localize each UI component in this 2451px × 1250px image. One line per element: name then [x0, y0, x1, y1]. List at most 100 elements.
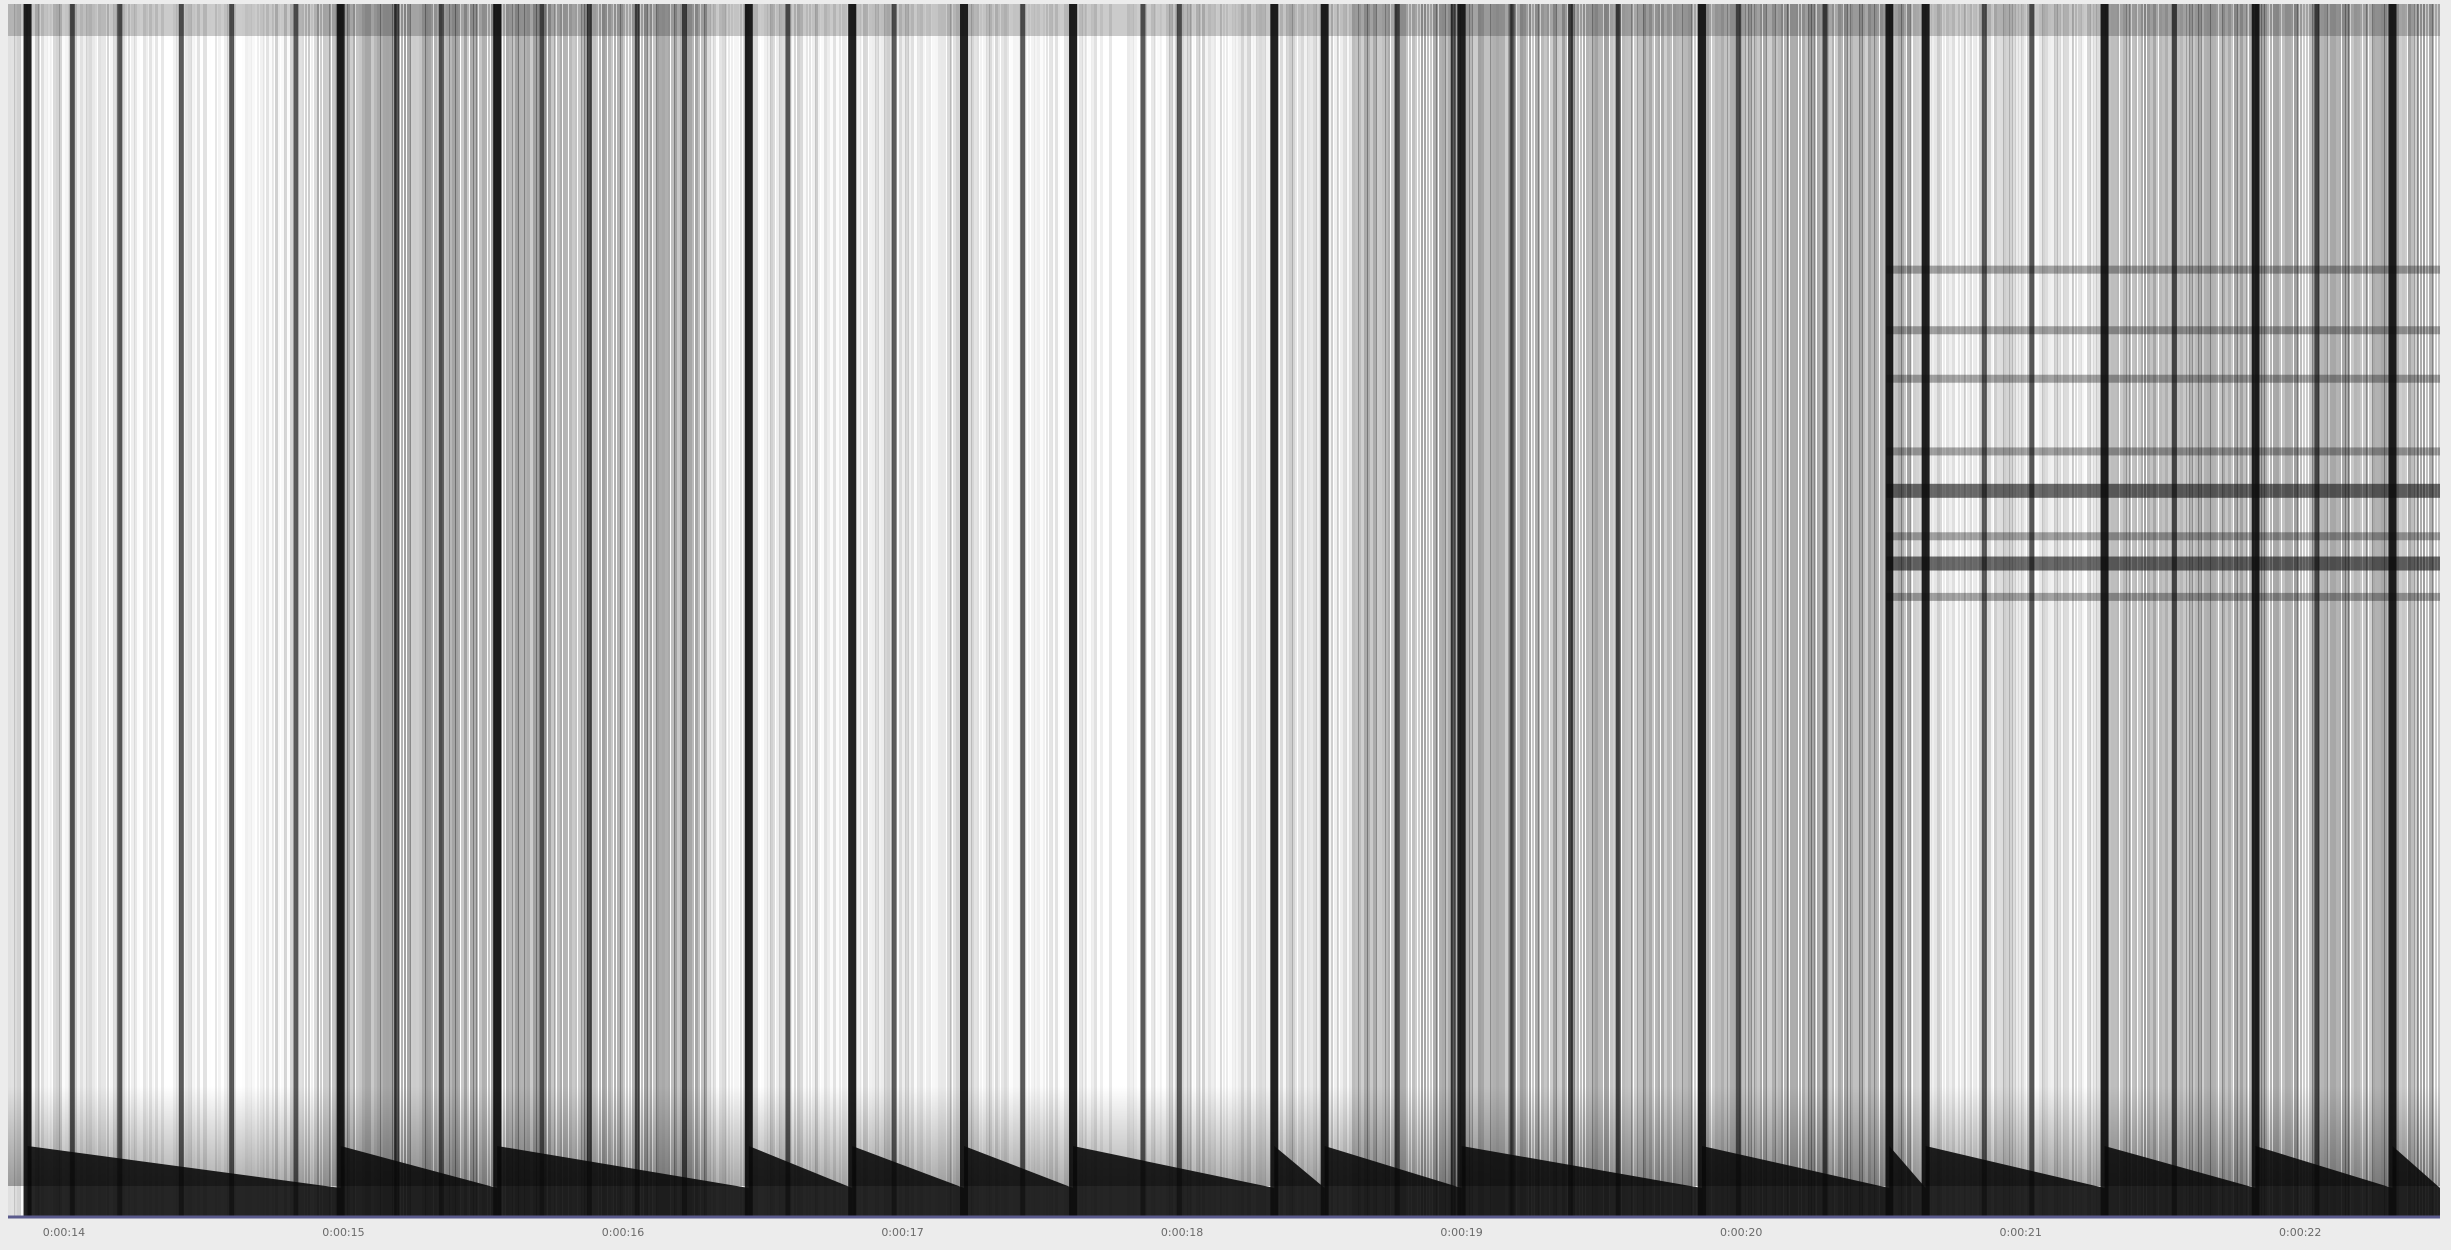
noise-streak — [1520, 4, 1523, 1216]
noise-streak — [1655, 4, 1658, 1216]
noise-streak — [662, 4, 665, 1216]
noise-streak — [473, 4, 477, 1216]
noise-streak — [173, 4, 177, 1216]
noise-streak — [2375, 4, 2378, 1216]
noise-streak — [680, 4, 683, 1216]
noise-streak — [767, 4, 771, 1216]
onset-line — [1822, 4, 1828, 1216]
noise-streak — [461, 4, 464, 1216]
noise-streak — [1466, 4, 1470, 1216]
noise-streak — [944, 4, 946, 1216]
noise-streak — [1265, 4, 1268, 1216]
noise-streak — [1505, 4, 1509, 1216]
noise-streak — [1436, 4, 1438, 1216]
noise-streak — [35, 4, 39, 1216]
noise-streak — [143, 4, 146, 1216]
noise-streak — [1241, 4, 1244, 1216]
noise-streak — [824, 4, 827, 1216]
noise-streak — [350, 4, 353, 1216]
noise-streak — [1601, 4, 1603, 1216]
noise-streak — [1130, 4, 1134, 1216]
noise-streak — [827, 4, 830, 1216]
noise-streak — [1928, 4, 1932, 1216]
noise-streak — [1319, 4, 1322, 1216]
noise-streak — [2429, 4, 2433, 1216]
noise-streak — [224, 4, 228, 1216]
noise-streak — [53, 4, 56, 1216]
noise-streak — [1562, 4, 1565, 1216]
noise-streak — [1988, 4, 1991, 1216]
noise-streak — [983, 4, 987, 1216]
noise-streak — [1541, 4, 1544, 1216]
noise-streak — [1352, 4, 1355, 1216]
noise-streak — [1247, 4, 1251, 1216]
noise-streak — [2045, 4, 2048, 1216]
frequency-band — [1886, 532, 2440, 541]
noise-streak — [1646, 4, 1649, 1216]
horizontal-bands — [1886, 265, 2440, 601]
noise-streak — [2300, 4, 2302, 1216]
noise-streak — [1298, 4, 1301, 1216]
noise-streak — [1364, 4, 1368, 1216]
noise-streak — [1427, 4, 1429, 1216]
noise-streak — [1613, 4, 1616, 1216]
noise-streak — [2336, 4, 2339, 1216]
noise-streak — [1244, 4, 1247, 1216]
onset-line — [394, 4, 400, 1216]
noise-streak — [758, 4, 760, 1216]
noise-streak — [1874, 4, 1877, 1216]
noise-streak — [1220, 4, 1222, 1216]
noise-streak — [2042, 4, 2045, 1216]
noise-streak — [1478, 4, 1481, 1216]
noise-streak — [929, 4, 931, 1216]
x-tick-label: 0:00:21 — [1999, 1226, 2042, 1239]
noise-streak — [2153, 4, 2156, 1216]
noise-streak — [1328, 4, 1331, 1216]
noise-streak — [521, 4, 525, 1216]
noise-streak — [1832, 4, 1834, 1216]
noise-streak — [770, 4, 773, 1216]
noise-streak — [1892, 4, 1895, 1216]
noise-streak — [1547, 4, 1549, 1216]
noise-streak — [1301, 4, 1304, 1216]
x-tick-label: 0:00:22 — [2279, 1226, 2322, 1239]
noise-streak — [2285, 4, 2288, 1216]
noise-streak — [131, 4, 135, 1216]
noise-streak — [2168, 4, 2171, 1216]
noise-streak — [518, 4, 521, 1216]
noise-streak — [215, 4, 217, 1216]
noise-streak — [1331, 4, 1333, 1216]
noise-streak — [41, 4, 44, 1216]
noise-streak — [2402, 4, 2405, 1216]
noise-streak — [1223, 4, 1225, 1216]
noise-streak — [1109, 4, 1112, 1216]
noise-streak — [1205, 4, 1208, 1216]
noise-streak — [752, 4, 755, 1216]
noise-streak — [1679, 4, 1683, 1216]
onset-line — [336, 4, 345, 1216]
noise-streak — [1235, 4, 1238, 1216]
noise-streak — [1208, 4, 1211, 1216]
noise-streak — [1025, 4, 1027, 1216]
noise-streak — [449, 4, 452, 1216]
onset-line — [2314, 4, 2320, 1216]
onset-line — [2251, 4, 2260, 1216]
noise-streak — [764, 4, 768, 1216]
noise-streak — [1064, 4, 1067, 1216]
noise-streak — [2138, 4, 2141, 1216]
noise-streak — [986, 4, 990, 1216]
noise-streak — [2036, 4, 2039, 1216]
noise-streak — [1595, 4, 1598, 1216]
noise-streak — [1472, 4, 1475, 1216]
noise-streak — [1580, 4, 1582, 1216]
noise-texture — [8, 4, 2440, 1216]
noise-streak — [1337, 4, 1339, 1216]
noise-streak — [839, 4, 841, 1216]
noise-streak — [419, 4, 422, 1216]
noise-streak — [2006, 4, 2010, 1216]
noise-streak — [1973, 4, 1977, 1216]
noise-streak — [1796, 4, 1798, 1216]
noise-streak — [1367, 4, 1370, 1216]
noise-streak — [536, 4, 539, 1216]
noise-streak — [278, 4, 280, 1216]
